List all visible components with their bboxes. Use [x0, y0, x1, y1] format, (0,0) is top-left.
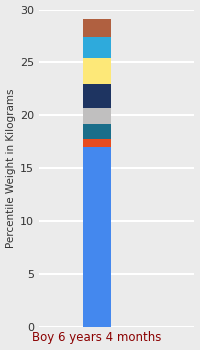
Bar: [83, 124, 111, 139]
Bar: [83, 58, 111, 84]
Bar: [83, 36, 111, 58]
Bar: [83, 84, 111, 108]
Bar: [83, 139, 111, 147]
Bar: [83, 19, 111, 36]
Bar: [83, 147, 111, 327]
Bar: [83, 108, 111, 124]
Y-axis label: Percentile Weight in Kilograms: Percentile Weight in Kilograms: [6, 88, 16, 248]
